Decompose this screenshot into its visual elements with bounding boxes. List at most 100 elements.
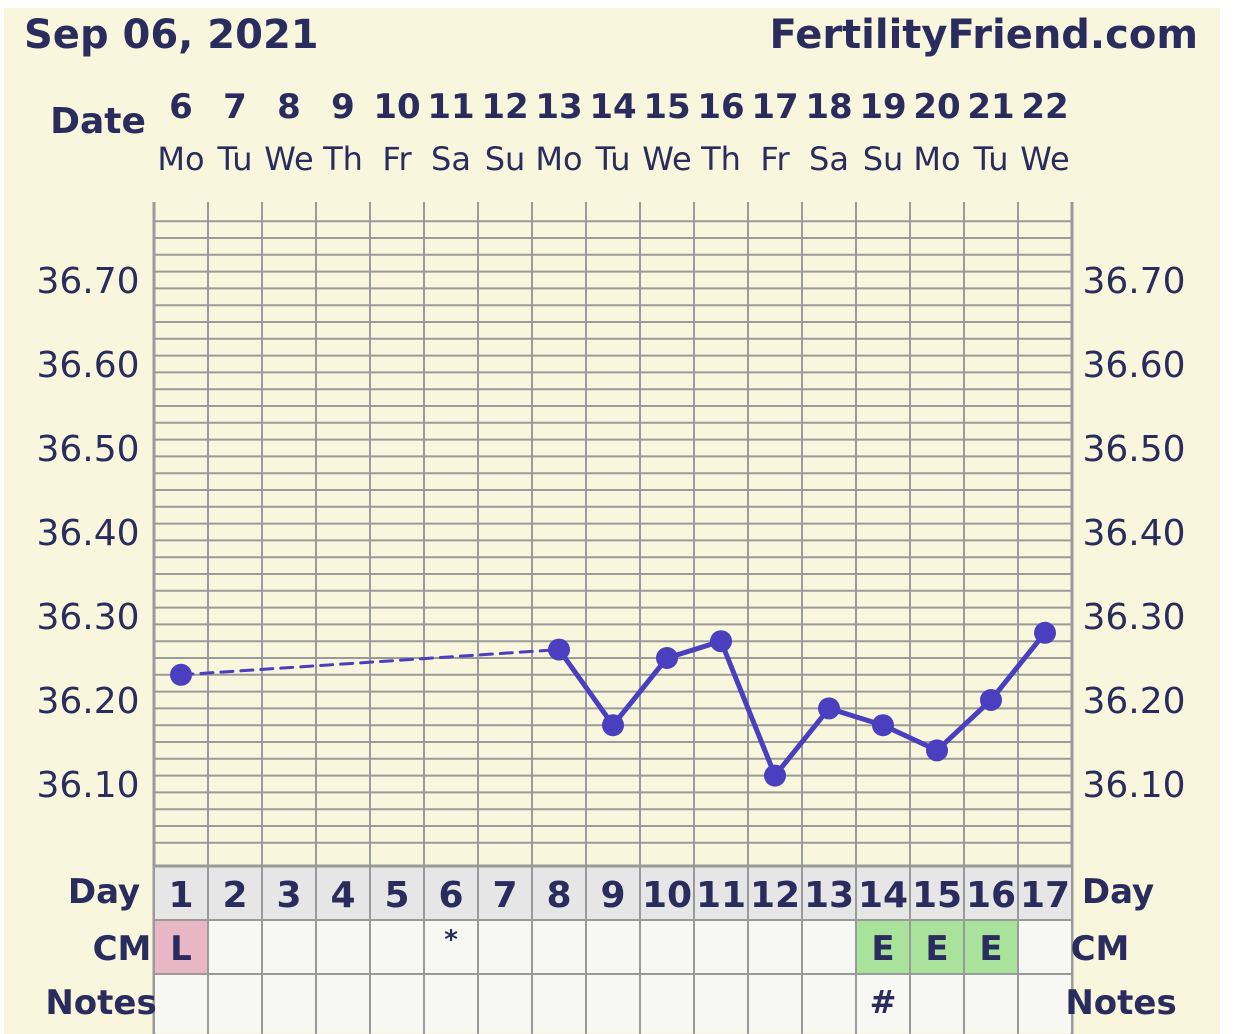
weekday-label: Tu <box>217 140 253 178</box>
cycle-day-label: 7 <box>492 875 517 916</box>
cycle-day-label: 9 <box>600 875 625 916</box>
cycle-day-label: 8 <box>546 875 571 916</box>
date-label: 14 <box>589 87 636 127</box>
notes-cell <box>479 975 531 1033</box>
cycle-day-label: 14 <box>858 875 908 916</box>
date-label: 10 <box>373 87 420 127</box>
notes-cell <box>425 975 477 1033</box>
y-tick-label-left: 36.20 <box>36 681 139 722</box>
date-label: 7 <box>223 87 247 127</box>
weekday-label: Mo <box>913 140 960 178</box>
cm-cell <box>587 921 639 973</box>
notes-cell <box>587 975 639 1033</box>
date-label: 22 <box>1021 87 1068 127</box>
notes-cell <box>263 975 315 1033</box>
y-tick-label-left: 36.60 <box>36 345 139 386</box>
weekday-label: Fr <box>760 140 790 178</box>
cm-cell <box>263 921 315 973</box>
date-label: 9 <box>331 87 355 127</box>
notes-cell <box>965 975 1017 1033</box>
weekday-label: Tu <box>595 140 631 178</box>
y-tick-label-right: 36.50 <box>1082 429 1185 470</box>
date-row-label: Date <box>50 101 146 142</box>
temp-line-segment <box>718 638 778 779</box>
notes-cell <box>695 975 747 1033</box>
temp-point[interactable] <box>170 663 192 686</box>
notes-row-label: Notes <box>45 983 156 1023</box>
temp-line-segment <box>610 655 670 728</box>
date-label: 16 <box>697 87 744 127</box>
temp-point[interactable] <box>764 764 786 787</box>
temp-line-segment <box>772 705 832 779</box>
day-row-label-right: Day <box>1082 872 1154 912</box>
weekday-label: Fr <box>382 140 412 178</box>
y-tick-label-left: 36.40 <box>36 513 139 554</box>
day-row-label: Day <box>68 872 140 912</box>
notes-cell <box>641 975 693 1033</box>
cm-row-label-right: CM <box>1071 929 1130 969</box>
temp-point[interactable] <box>980 689 1002 711</box>
temp-line-segment <box>988 630 1048 703</box>
cm-cell <box>749 921 801 973</box>
cm-value: E <box>979 929 1002 969</box>
y-tick-label-right: 36.60 <box>1082 345 1185 386</box>
temp-point[interactable] <box>818 697 840 720</box>
cycle-day-label: 13 <box>804 875 854 916</box>
cycle-day-label: 10 <box>642 875 692 916</box>
date-label: 12 <box>481 87 528 127</box>
notes-cell <box>209 975 261 1033</box>
temp-point[interactable] <box>710 630 732 653</box>
date-label: 19 <box>859 87 906 127</box>
cm-value: * <box>444 925 458 955</box>
cycle-day-label: 6 <box>438 875 463 916</box>
y-tick-label-left: 36.10 <box>36 765 139 806</box>
y-tick-label-left: 36.50 <box>36 429 139 470</box>
y-tick-label-right: 36.40 <box>1082 513 1185 554</box>
temp-point[interactable] <box>1034 621 1056 644</box>
cycle-day-label: 2 <box>222 875 247 916</box>
date-label: 13 <box>535 87 582 127</box>
notes-cell <box>1019 975 1071 1033</box>
notes-cell <box>749 975 801 1033</box>
cm-value: E <box>871 929 894 969</box>
cm-cell <box>803 921 855 973</box>
cm-cell <box>1019 921 1071 973</box>
date-label: 15 <box>643 87 690 127</box>
weekday-label: Sa <box>431 140 471 178</box>
weekday-label: Mo <box>535 140 582 178</box>
notes-cell <box>533 975 585 1033</box>
cm-cell <box>209 921 261 973</box>
cm-cell <box>533 921 585 973</box>
cycle-day-label: 5 <box>384 875 409 916</box>
cm-cell <box>317 921 369 973</box>
cycle-day-label: 17 <box>1020 875 1070 916</box>
temp-point[interactable] <box>872 714 894 737</box>
weekday-label: We <box>264 140 313 178</box>
temp-point[interactable] <box>926 739 948 762</box>
cycle-day-label: 1 <box>168 875 193 916</box>
temp-line-segment <box>934 697 994 753</box>
cm-cell <box>425 921 477 973</box>
date-label: 11 <box>427 87 474 127</box>
date-label: 18 <box>805 87 852 127</box>
cm-cell <box>857 921 909 973</box>
weekday-label: We <box>1020 140 1069 178</box>
temp-point[interactable] <box>656 647 678 669</box>
site-name[interactable]: FertilityFriend.com <box>769 12 1198 58</box>
cycle-day-label: 16 <box>966 875 1016 916</box>
cm-row-label: CM <box>93 929 152 969</box>
temp-point[interactable] <box>602 714 624 737</box>
cm-value: E <box>925 929 948 969</box>
temp-point[interactable] <box>548 638 570 661</box>
cm-cell <box>695 921 747 973</box>
notes-cell <box>857 975 909 1033</box>
weekday-label: Su <box>863 140 904 178</box>
weekday-label: Tu <box>973 140 1009 178</box>
weekday-label: Th <box>700 140 741 178</box>
temp-line-dashed <box>179 648 561 677</box>
y-tick-label-right: 36.70 <box>1082 261 1185 302</box>
cm-cell <box>371 921 423 973</box>
y-tick-label-right: 36.30 <box>1082 597 1185 638</box>
